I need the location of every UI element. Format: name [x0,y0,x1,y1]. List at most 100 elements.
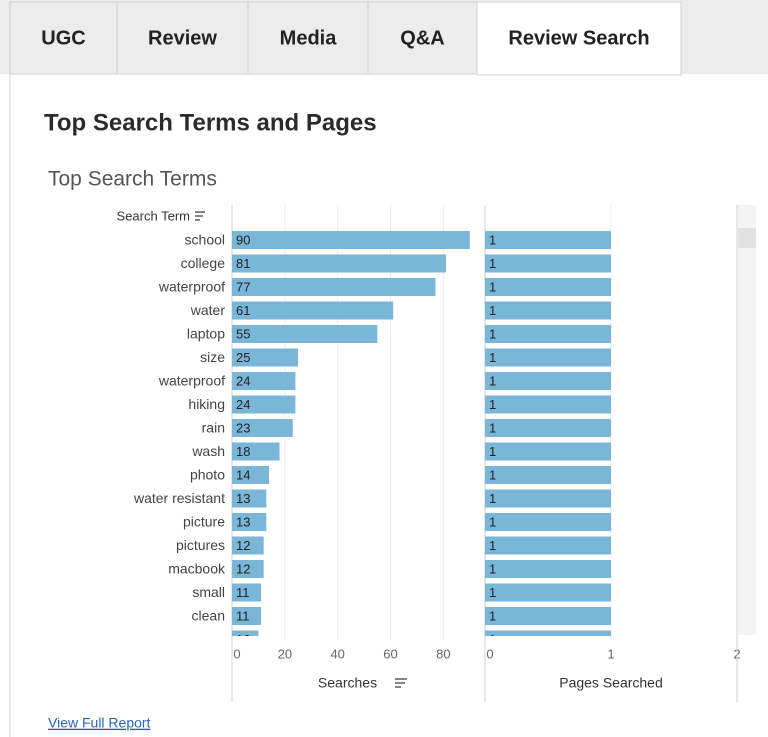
bar [232,489,267,508]
data-label: 1 [489,420,496,435]
bar [485,419,611,437]
data-label: 1 [489,561,496,576]
bar [485,513,611,531]
x-tick-label: 40 [330,646,344,661]
tab[interactable] [476,1,682,76]
bar [232,254,447,273]
bar [485,583,611,602]
bar [232,419,293,437]
data-label: 24 [236,397,250,412]
data-label: 1 [489,608,496,623]
axis-title: Pages Searched [559,675,663,691]
bar [485,348,611,367]
x-tick-label: 0 [233,646,240,661]
tab-label[interactable]: Q&A [400,27,444,49]
bar [232,278,436,296]
data-label: 13 [236,514,250,529]
data-label: 1 [489,467,496,482]
tab-label[interactable]: Review [148,27,217,49]
chart-title: Top Search Terms [48,168,217,191]
data-label: 77 [236,279,250,294]
sort-icon[interactable] [195,211,205,221]
bar [232,301,394,320]
axis-title: Searches [318,675,377,691]
category-header: Search Term [117,208,190,223]
data-label: 1 [489,397,496,412]
tab-label[interactable]: Review Search [508,27,649,49]
data-label: 1 [489,585,496,600]
category-label: college [181,255,226,271]
data-label: 10 [236,632,250,647]
data-label: 13 [236,491,250,506]
category-label: small [192,584,225,600]
bar [485,231,611,249]
category-label: hiking [188,396,225,412]
data-label: 61 [236,303,250,318]
x-tick-label: 0 [486,646,493,661]
category-label: macbook [168,561,226,577]
x-tick-label: 60 [383,646,397,661]
category-label: water [190,302,226,318]
bar [485,395,611,414]
data-label: 12 [236,561,250,576]
bar [485,372,611,390]
data-label: 1 [489,632,496,647]
tab-label[interactable]: Media [280,27,338,49]
bar [232,607,262,625]
category-label: clean [192,608,225,624]
data-label: 1 [489,373,496,388]
data-label: 1 [489,326,496,341]
x-tick-label: 1 [607,646,614,661]
category-label: waterproof [158,373,225,389]
bar [232,466,269,484]
bar [485,254,611,273]
data-label: 81 [236,256,250,271]
bar [485,278,611,296]
data-label: 1 [489,303,496,318]
scrollbar[interactable] [738,205,756,635]
data-label: 14 [236,467,250,482]
category-label: pictures [176,537,225,553]
data-label: 55 [236,326,250,341]
tab[interactable] [116,1,249,75]
category-label: size [200,349,225,365]
rows: 9081776155252424231814131312121111101111… [133,231,611,647]
bar [485,489,611,508]
category-label: wash [191,443,225,459]
bar [485,301,611,320]
bar [232,536,264,555]
tab[interactable] [247,1,369,75]
bar [232,630,259,636]
bar [485,607,611,625]
bar [232,442,280,461]
data-label: 11 [236,608,250,623]
tab[interactable] [367,1,478,75]
scroll-thumb[interactable] [738,228,756,248]
data-label: 1 [489,232,496,247]
bar [485,560,611,578]
bar [485,466,611,484]
bar [485,630,611,636]
tab[interactable] [9,1,118,75]
category-label: photo [190,467,225,483]
bar [232,395,296,414]
data-label: 1 [489,256,496,271]
heading: Top Search Terms and Pages [44,109,377,136]
category-label: picture [183,514,225,530]
bar [232,348,299,367]
data-label: 90 [236,232,250,247]
x-tick-label: 20 [278,646,292,661]
data-label: 12 [236,538,250,553]
bar [232,325,378,343]
data-label: 1 [489,538,496,553]
data-label: 1 [489,444,496,459]
tab-label[interactable]: UGC [41,27,85,49]
data-label: 25 [236,350,250,365]
report-link[interactable]: View Full Report [48,715,151,731]
data-label: 18 [236,444,250,459]
bar [485,536,611,555]
category-label: waterproof [158,279,225,295]
data-label: 1 [489,514,496,529]
